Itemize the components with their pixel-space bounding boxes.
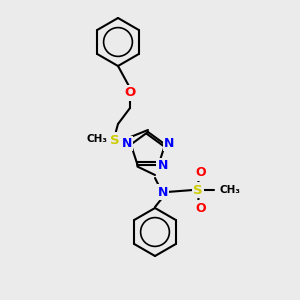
Text: N: N — [122, 137, 132, 150]
Text: N: N — [158, 159, 168, 172]
Text: O: O — [196, 202, 206, 214]
Text: N: N — [164, 137, 174, 150]
Text: CH₃: CH₃ — [87, 134, 108, 144]
Text: S: S — [110, 134, 120, 146]
Text: N: N — [158, 185, 168, 199]
Text: S: S — [193, 184, 203, 196]
Text: O: O — [196, 167, 206, 179]
Text: CH₃: CH₃ — [220, 185, 241, 195]
Text: O: O — [124, 86, 136, 100]
